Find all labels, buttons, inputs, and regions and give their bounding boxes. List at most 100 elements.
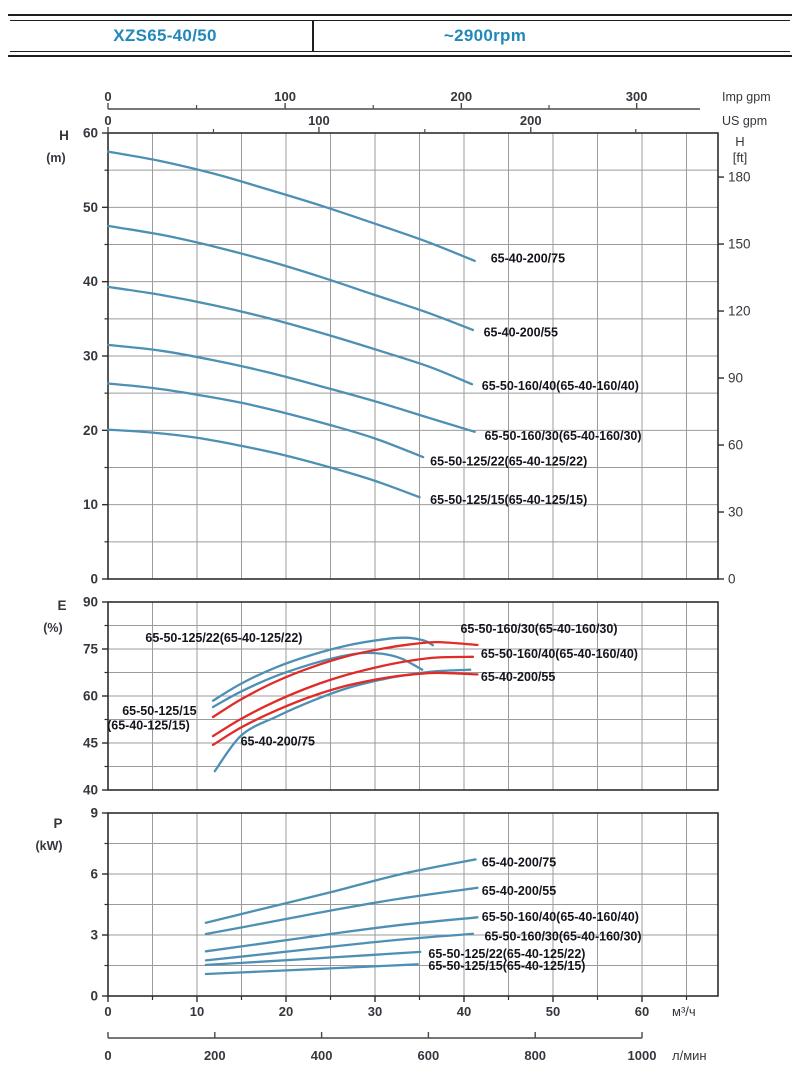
right-axis-letter: H bbox=[735, 134, 744, 149]
y-tick-head-0: 0 bbox=[90, 572, 98, 587]
lmin-tick-0: 0 bbox=[104, 1048, 111, 1063]
curve-label-efficiency-65-50-125-15: 65-50-125/15 bbox=[122, 704, 196, 718]
curve-label-head-65-40-200-55: 65-40-200/55 bbox=[484, 326, 558, 340]
curve-head-65-50-160-30-65-40-160-30 bbox=[106, 343, 476, 433]
curve-label-power-65-50-125-15-65-40-125-15: 65-50-125/15(65-40-125/15) bbox=[428, 959, 585, 973]
header-divider bbox=[312, 21, 314, 51]
imp-gpm-tick-0: 0 bbox=[104, 89, 111, 104]
curve-efficiency-65-50-125-15-65-40-125-15 bbox=[211, 651, 424, 709]
curve-head-65-40-200-75 bbox=[106, 150, 476, 263]
m3h-tick-30: 30 bbox=[368, 1004, 382, 1019]
axis-unit-efficiency: (%) bbox=[43, 621, 62, 635]
y-tick-power-3: 3 bbox=[90, 928, 98, 943]
curve-power-65-50-160-30-65-40-160-30 bbox=[204, 932, 475, 962]
pump-model-title: XZS65-40/50 bbox=[113, 26, 217, 45]
us-gpm-axis-label: US gpm bbox=[722, 114, 767, 128]
curve-label-efficiency-65-50-160-40-65-40-160-40: 65-50-160/40(65-40-160/40) bbox=[481, 647, 638, 661]
lmin-axis-label: л/мин bbox=[672, 1048, 707, 1063]
curve-power-65-40-200-75 bbox=[204, 858, 477, 924]
axis-letter-efficiency: E bbox=[57, 598, 66, 613]
curve-label-power-65-50-125-22-65-40-125-22: 65-50-125/22(65-40-125/22) bbox=[428, 947, 585, 961]
curve-efficiency-65-40-200-55 bbox=[211, 671, 479, 747]
y-tick-efficiency-45: 45 bbox=[83, 736, 99, 751]
header-table: XZS65-40/50 ~2900rpm bbox=[10, 20, 790, 52]
curve-label-efficiency-65-40-125-15: (65-40-125/15) bbox=[107, 719, 190, 733]
pump-speed-title: ~2900rpm bbox=[443, 26, 527, 45]
ft-tick-150: 150 bbox=[728, 237, 751, 252]
chart-efficiency: 90 75 60 45 40 E (%) 65-50-125/22(65-40-125/22)… bbox=[43, 595, 719, 798]
curve-efficiency-65-50-125-22-65-40-125-22 bbox=[211, 636, 435, 702]
curve-label-efficiency-65-50-160-30-65-40-160-30: 65-50-160/30(65-40-160/30) bbox=[460, 622, 617, 636]
curve-head-65-40-200-55 bbox=[106, 224, 475, 332]
ft-tick-90: 90 bbox=[728, 371, 743, 386]
y-tick-head-60: 60 bbox=[83, 126, 98, 141]
curve-power-65-40-200-55 bbox=[204, 886, 479, 936]
y-tick-efficiency-60: 60 bbox=[83, 689, 98, 704]
m3h-tick-10: 10 bbox=[190, 1004, 204, 1019]
y-tick-power-6: 6 bbox=[90, 867, 98, 882]
curve-label-head-65-50-125-22-65-40-125-22: 65-50-125/22(65-40-125/22) bbox=[430, 454, 587, 468]
us-gpm-tick-200: 200 bbox=[520, 113, 542, 128]
curve-label-head-65-50-160-30-65-40-160-30: 65-50-160/30(65-40-160/30) bbox=[484, 429, 641, 443]
lmin-tick-1000: 1000 bbox=[628, 1048, 657, 1063]
curve-label-power-65-40-200-55: 65-40-200/55 bbox=[482, 884, 556, 898]
m3h-tick-0: 0 bbox=[104, 1004, 111, 1019]
m3h-tick-40: 40 bbox=[457, 1004, 471, 1019]
imp-gpm-tick-200: 200 bbox=[450, 89, 472, 104]
m3h-tick-60: 60 bbox=[635, 1004, 649, 1019]
curve-label-power-65-50-160-40-65-40-160-40: 65-50-160/40(65-40-160/40) bbox=[482, 910, 639, 924]
lmin-tick-200: 200 bbox=[204, 1048, 226, 1063]
y-tick-head-30: 30 bbox=[83, 349, 98, 364]
imp-gpm-tick-300: 300 bbox=[626, 89, 648, 104]
axis-unit-head: (m) bbox=[46, 151, 65, 165]
y-tick-efficiency-75: 75 bbox=[83, 642, 99, 657]
m3h-axis-label: м³/ч bbox=[672, 1004, 696, 1019]
header-rule-top bbox=[8, 14, 792, 16]
curve-label-efficiency-65-40-200-55: 65-40-200/55 bbox=[481, 670, 555, 684]
curve-label-efficiency-65-40-200-75: 65-40-200/75 bbox=[241, 735, 315, 749]
curve-efficiency-65-50-160-30-65-40-160-30 bbox=[211, 640, 479, 719]
curve-label-power-65-50-160-30-65-40-160-30: 65-50-160/30(65-40-160/30) bbox=[484, 930, 641, 944]
m3h-tick-20: 20 bbox=[279, 1004, 293, 1019]
y-tick-head-10: 10 bbox=[83, 497, 98, 512]
curve-power-65-50-125-22-65-40-125-22 bbox=[204, 950, 422, 967]
axis-letter-head: H bbox=[59, 128, 69, 143]
y-tick-power-9: 9 bbox=[90, 806, 98, 821]
curve-efficiency-65-50-160-40-65-40-160-40 bbox=[211, 655, 475, 738]
ft-tick-30: 30 bbox=[728, 505, 743, 520]
curve-label-head-65-50-160-40-65-40-160-40: 65-50-160/40(65-40-160/40) bbox=[482, 379, 639, 393]
y-tick-head-40: 40 bbox=[83, 274, 98, 289]
lmin-tick-400: 400 bbox=[311, 1048, 333, 1063]
curve-label-head-65-40-200-75: 65-40-200/75 bbox=[491, 251, 565, 265]
curve-label-power-65-40-200-75: 65-40-200/75 bbox=[482, 855, 556, 869]
curve-power-65-50-160-40-65-40-160-40 bbox=[204, 916, 479, 953]
right-axis-unit: [ft] bbox=[733, 150, 747, 165]
curve-label-head-65-50-125-15-65-40-125-15: 65-50-125/15(65-40-125/15) bbox=[430, 493, 587, 507]
lmin-tick-800: 800 bbox=[524, 1048, 546, 1063]
curve-power-65-50-125-15-65-40-125-15 bbox=[204, 963, 419, 976]
m3h-tick-50: 50 bbox=[546, 1004, 560, 1019]
y-tick-power-0: 0 bbox=[90, 989, 98, 1004]
curve-head-65-50-125-22-65-40-125-22 bbox=[106, 382, 425, 459]
us-gpm-tick-100: 100 bbox=[308, 113, 330, 128]
ft-tick-0: 0 bbox=[728, 572, 736, 587]
imp-gpm-axis-label: Imp gpm bbox=[722, 90, 771, 104]
ft-tick-180: 180 bbox=[728, 170, 751, 185]
us-gpm-tick-0: 0 bbox=[104, 113, 111, 128]
ft-tick-60: 60 bbox=[728, 438, 743, 453]
y-tick-head-50: 50 bbox=[83, 200, 98, 215]
curve-head-65-50-160-40-65-40-160-40 bbox=[106, 285, 474, 386]
axis-letter-power: P bbox=[53, 816, 62, 831]
header-rule-bottom bbox=[8, 55, 792, 57]
y-tick-head-20: 20 bbox=[83, 423, 98, 438]
lmin-tick-600: 600 bbox=[418, 1048, 440, 1063]
y-tick-efficiency-40: 40 bbox=[83, 783, 98, 798]
axis-unit-power: (kW) bbox=[35, 839, 62, 853]
curve-head-65-50-125-15-65-40-125-15 bbox=[106, 428, 421, 499]
curve-label-efficiency-65-50-125-22-65-40-125-22: 65-50-125/22(65-40-125/22) bbox=[145, 631, 302, 645]
ft-tick-120: 120 bbox=[728, 304, 751, 319]
